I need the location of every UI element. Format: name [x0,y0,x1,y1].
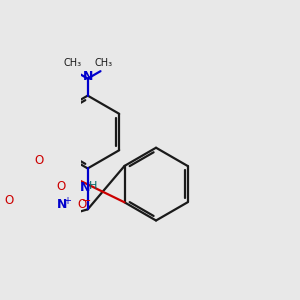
Text: CH₃: CH₃ [63,58,81,68]
Text: O: O [57,179,66,193]
Text: CH₃: CH₃ [94,58,112,68]
Text: O: O [77,198,87,211]
Text: N: N [57,198,68,211]
Text: H: H [88,181,97,191]
Text: O: O [4,194,14,207]
Text: N: N [82,70,93,83]
Text: +: + [63,196,71,206]
Text: N: N [80,181,90,194]
Text: −: − [82,196,91,206]
Text: O: O [34,154,43,167]
